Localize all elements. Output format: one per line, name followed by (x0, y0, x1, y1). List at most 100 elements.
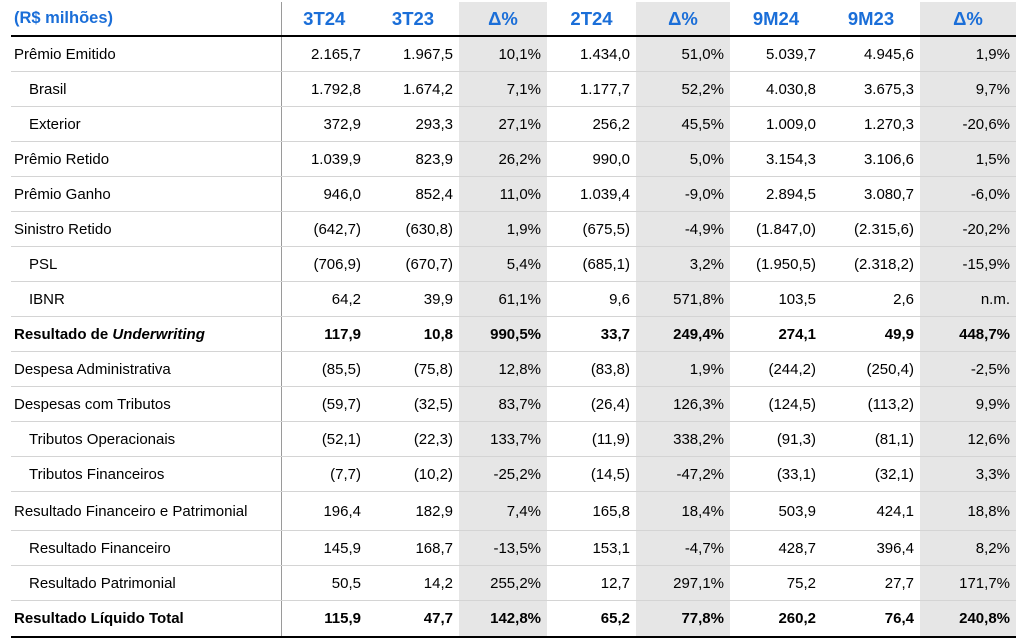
table-row: Despesa Administrativa (85,5) (75,8) 12,8%(… (11, 351, 1016, 387)
cell-9m23: (32,1) (822, 456, 920, 492)
cell-3t24: 2.165,7 (280, 36, 367, 72)
cell-9m23: (250,4) (822, 351, 920, 387)
table-row: PSL (706,9) (670,7) 5,4% (685,1) 3,2% (1.950,5… (11, 246, 1016, 282)
column-header-delta-3t24-vs-3t23: Δ% (459, 2, 547, 37)
row-label-text: Resultado Financeiro (29, 539, 171, 557)
cell-3t24: 50,5 (280, 565, 367, 601)
cell-9m24: 503,9 (730, 491, 822, 531)
cell-3t23: 47,7 (367, 600, 459, 638)
cell-9m23: (2.315,6) (822, 211, 920, 247)
cell-delta-9m24-vs-9m23: 12,6% (920, 421, 1016, 457)
row-label: Resultado Líquido Total (11, 600, 281, 638)
table-row: Prêmio Ganho 946,0 852,4 11,0% 1.039,4 -9,0% 2… (11, 176, 1016, 212)
cell-2t24: (26,4) (547, 386, 636, 422)
row-label-text: Resultado Líquido Total (14, 610, 184, 627)
cell-delta-3t24-vs-3t23: 990,5% (459, 316, 547, 352)
cell-9m24: 428,7 (730, 530, 822, 566)
cell-9m24: 3.154,3 (730, 141, 822, 177)
cell-9m24: 4.030,8 (730, 71, 822, 107)
cell-9m24: 103,5 (730, 281, 822, 317)
table-body: Prêmio Emitido 2.165,7 1.967,5 10,1% 1.434,0… (11, 36, 1016, 638)
row-label: IBNR (11, 281, 281, 317)
cell-9m23: 76,4 (822, 600, 920, 638)
cell-2t24: 65,2 (547, 600, 636, 638)
cell-delta-9m24-vs-9m23: 240,8% (920, 600, 1016, 638)
units-label: (R$ milhões) (11, 2, 281, 37)
cell-3t23: 168,7 (367, 530, 459, 566)
row-label-text: IBNR (29, 290, 65, 308)
cell-3t24: (706,9) (280, 246, 367, 282)
cell-9m23: 27,7 (822, 565, 920, 601)
row-label: Tributos Operacionais (11, 421, 281, 457)
cell-2t24: 1.177,7 (547, 71, 636, 107)
cell-9m24: (91,3) (730, 421, 822, 457)
cell-3t23: 1.967,5 (367, 36, 459, 72)
row-label-text: Prêmio Ganho (14, 185, 111, 203)
table-row: Resultado Líquido Total 115,9 47,7 142,8% 65… (11, 600, 1016, 638)
row-label-text: Prêmio Emitido (14, 45, 116, 63)
cell-3t23: 39,9 (367, 281, 459, 317)
cell-2t24: (83,8) (547, 351, 636, 387)
row-label: Brasil (11, 71, 281, 107)
row-label: PSL (11, 246, 281, 282)
cell-9m23: (81,1) (822, 421, 920, 457)
cell-3t24: 145,9 (280, 530, 367, 566)
cell-2t24: 256,2 (547, 106, 636, 142)
row-label: Resultado de Underwriting (11, 316, 281, 352)
cell-delta-9m24-vs-9m23: -20,6% (920, 106, 1016, 142)
row-label-text: Despesa Administrativa (14, 360, 171, 378)
cell-9m23: 424,1 (822, 491, 920, 531)
cell-2t24: 1.039,4 (547, 176, 636, 212)
table-row: IBNR 64,2 39,9 61,1% 9,6 571,8% 103,5 2,6 n.m. (11, 281, 1016, 317)
cell-2t24: 12,7 (547, 565, 636, 601)
table-row: Prêmio Retido 1.039,9 823,9 26,2% 990,0 5,0% 3… (11, 141, 1016, 177)
cell-9m24: 1.009,0 (730, 106, 822, 142)
cell-9m24: 5.039,7 (730, 36, 822, 72)
column-header-2t24: 2T24 (547, 2, 636, 37)
table-row: Tributos Financeiros (7,7) (10,2) -25,2% (14… (11, 456, 1016, 492)
table-row: Sinistro Retido (642,7) (630,8) 1,9% (675,5)… (11, 211, 1016, 247)
cell-delta-9m24-vs-9m23: -6,0% (920, 176, 1016, 212)
cell-3t23: (10,2) (367, 456, 459, 492)
cell-delta-3t24-vs-3t23: 1,9% (459, 211, 547, 247)
row-label-text: Brasil (29, 80, 67, 98)
cell-9m23: 4.945,6 (822, 36, 920, 72)
cell-3t23: 182,9 (367, 491, 459, 531)
row-label: Prêmio Retido (11, 141, 281, 177)
row-label-text: Resultado Patrimonial (29, 574, 176, 592)
cell-9m24: 2.894,5 (730, 176, 822, 212)
table-row: Despesas com Tributos (59,7) (32,5) 83,7% (2… (11, 386, 1016, 422)
row-label: Tributos Financeiros (11, 456, 281, 492)
cell-9m24: 260,2 (730, 600, 822, 638)
cell-delta-9m24-vs-9m23: -20,2% (920, 211, 1016, 247)
cell-3t23: (22,3) (367, 421, 459, 457)
table-row: Resultado Patrimonial 50,5 14,2 255,2% 12,7 2… (11, 565, 1016, 601)
cell-9m23: (113,2) (822, 386, 920, 422)
cell-delta-3t24-vs-2t24: -4,7% (636, 530, 730, 566)
row-label: Resultado Financeiro e Patrimonial (11, 491, 281, 531)
cell-3t23: (32,5) (367, 386, 459, 422)
cell-2t24: (11,9) (547, 421, 636, 457)
cell-2t24: 33,7 (547, 316, 636, 352)
cell-3t24: 1.039,9 (280, 141, 367, 177)
table-row: Resultado Financeiro 145,9 168,7 -13,5% 153,… (11, 530, 1016, 566)
row-label-text: Exterior (29, 115, 81, 133)
cell-delta-3t24-vs-2t24: 77,8% (636, 600, 730, 638)
cell-delta-9m24-vs-9m23: 9,7% (920, 71, 1016, 107)
cell-delta-3t24-vs-3t23: 12,8% (459, 351, 547, 387)
cell-3t23: 852,4 (367, 176, 459, 212)
cell-delta-3t24-vs-3t23: 10,1% (459, 36, 547, 72)
header-row: (R$ milhões) 3T24 3T23 Δ% 2T24 Δ% 9M24 9… (11, 2, 1016, 37)
cell-2t24: 165,8 (547, 491, 636, 531)
table-row: Brasil 1.792,8 1.674,2 7,1% 1.177,7 52,2% 4.03… (11, 71, 1016, 107)
row-label: Sinistro Retido (11, 211, 281, 247)
row-label-text: Despesas com Tributos (14, 395, 171, 413)
column-header-9m24: 9M24 (730, 2, 822, 37)
cell-delta-3t24-vs-3t23: 133,7% (459, 421, 547, 457)
cell-delta-9m24-vs-9m23: -15,9% (920, 246, 1016, 282)
cell-delta-9m24-vs-9m23: 448,7% (920, 316, 1016, 352)
cell-3t24: 372,9 (280, 106, 367, 142)
cell-3t23: (75,8) (367, 351, 459, 387)
row-label: Resultado Financeiro (11, 530, 281, 566)
